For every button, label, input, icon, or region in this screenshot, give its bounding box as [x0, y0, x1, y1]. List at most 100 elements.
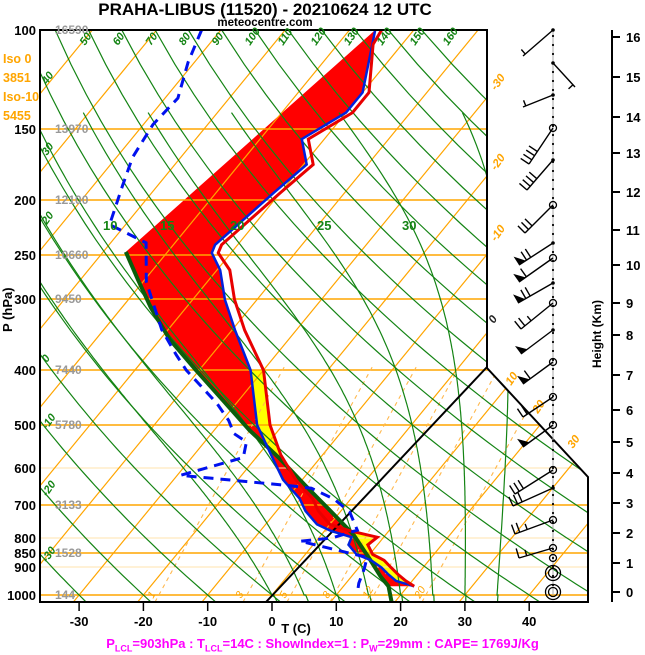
virtual-cape-area: [250, 370, 415, 587]
svg-text:12: 12: [360, 584, 376, 600]
temperature-curve: [216, 30, 416, 588]
svg-text:1528: 1528: [55, 546, 82, 560]
svg-text:11: 11: [626, 223, 640, 238]
svg-text:10: 10: [329, 614, 343, 629]
svg-text:0: 0: [487, 313, 501, 326]
wetbulb-curve: [210, 30, 415, 588]
svg-text:5780: 5780: [55, 418, 82, 432]
svg-text:200: 200: [14, 193, 36, 208]
svg-text:10: 10: [504, 370, 522, 388]
svg-text:20: 20: [412, 584, 429, 601]
svg-text:10: 10: [103, 218, 117, 233]
dry-adiabat-labels: 50 60 70 80 90 100 110 120 130 140 150 1604030200-1…: [39, 25, 461, 565]
svg-text:25: 25: [317, 218, 331, 233]
svg-text:14: 14: [626, 110, 641, 125]
svg-text:Iso 0: Iso 0: [3, 52, 32, 66]
svg-text:700: 700: [14, 498, 36, 513]
svg-text:500: 500: [14, 418, 36, 433]
iso-height-labels: Iso 0 3851 Iso-10 5455: [3, 52, 39, 123]
svg-text:0: 0: [40, 352, 54, 365]
svg-text:1: 1: [626, 556, 633, 571]
geopotential-labels: 16590 13970 12100 10660 9450 7440 5780 3133 1528…: [55, 23, 89, 602]
svg-text:3133: 3133: [55, 498, 82, 512]
svg-text:-20: -20: [489, 152, 509, 173]
svg-text:Iso-10: Iso-10: [3, 90, 39, 104]
svg-text:15: 15: [626, 70, 640, 85]
pressure-axis-label: P (hPa): [0, 287, 15, 332]
watermark-subtitle: meteocentre.com: [217, 17, 313, 29]
svg-text:1000: 1000: [7, 588, 36, 603]
svg-text:250: 250: [14, 248, 36, 263]
temperature-axis: -30 -20 -10 0 10 20 30 40 T (C): [70, 602, 536, 636]
svg-text:13: 13: [626, 146, 640, 161]
svg-text:16590: 16590: [55, 23, 89, 37]
svg-text:70: 70: [144, 30, 161, 48]
temperature-axis-label: T (C): [281, 621, 311, 636]
svg-text:30: 30: [402, 218, 416, 233]
svg-text:8: 8: [320, 589, 333, 600]
svg-text:100: 100: [14, 23, 36, 38]
svg-text:850: 850: [14, 546, 36, 561]
svg-text:90: 90: [210, 30, 227, 48]
svg-text:600: 600: [14, 461, 36, 476]
svg-text:-10: -10: [198, 614, 217, 629]
svg-text:400: 400: [14, 363, 36, 378]
svg-text:20: 20: [39, 209, 57, 227]
dewpoint-curve: [107, 30, 369, 589]
svg-text:0: 0: [268, 614, 275, 629]
svg-text:-20: -20: [40, 478, 59, 499]
indices-footer: PLCL=903hPa : TLCL=14C : ShowIndex=1 : P…: [106, 636, 539, 654]
plot-border: [39, 29, 589, 603]
svg-text:20: 20: [393, 614, 407, 629]
svg-text:40: 40: [522, 614, 536, 629]
svg-text:9450: 9450: [55, 292, 82, 306]
svg-text:3: 3: [626, 496, 633, 511]
cape-area: [125, 30, 415, 587]
height-axis-label: Height (Km): [590, 300, 604, 368]
svg-text:144: 144: [55, 588, 75, 602]
svg-text:12: 12: [626, 185, 640, 200]
svg-text:800: 800: [14, 531, 36, 546]
svg-text:30: 30: [566, 433, 584, 451]
wind-barbs: [508, 28, 576, 601]
svg-text:7440: 7440: [55, 363, 82, 377]
svg-text:-20: -20: [134, 614, 153, 629]
svg-text:16: 16: [626, 30, 640, 45]
svg-text:-30: -30: [489, 72, 509, 93]
page-title: PRAHA-LIBUS (11520) - 20210624 12 UTC: [98, 0, 432, 19]
svg-text:1: 1: [145, 589, 158, 600]
svg-text:60: 60: [111, 30, 128, 48]
svg-text:2: 2: [626, 526, 633, 541]
svg-text:9: 9: [626, 296, 633, 311]
svg-text:12100: 12100: [55, 193, 89, 207]
svg-text:10660: 10660: [55, 248, 89, 262]
mixing-ratio-labels: 1 3 5 8 12 20: [145, 584, 428, 601]
svg-text:4: 4: [626, 466, 634, 481]
svg-text:900: 900: [14, 560, 36, 575]
svg-text:80: 80: [177, 30, 194, 48]
svg-text:40: 40: [39, 69, 57, 87]
svg-text:6: 6: [626, 403, 633, 418]
svg-text:5: 5: [277, 589, 290, 600]
svg-text:13970: 13970: [55, 122, 89, 136]
svg-text:5: 5: [626, 435, 633, 450]
svg-text:7: 7: [626, 368, 633, 383]
moist-adiabat-labels: 10 15 20 25 30: [103, 218, 416, 233]
svg-text:300: 300: [14, 292, 36, 307]
svg-text:5455: 5455: [3, 109, 31, 123]
svg-text:-10: -10: [489, 223, 509, 244]
svg-text:3: 3: [233, 589, 246, 600]
svg-text:-30: -30: [70, 614, 89, 629]
svg-text:8: 8: [626, 328, 633, 343]
svg-text:20: 20: [530, 398, 548, 417]
svg-text:15: 15: [160, 218, 174, 233]
svg-text:0: 0: [626, 585, 633, 600]
svg-text:20: 20: [230, 218, 244, 233]
sounding-curves: [107, 30, 416, 602]
svg-text:3851: 3851: [3, 71, 31, 85]
svg-text:150: 150: [14, 122, 36, 137]
svg-text:30: 30: [458, 614, 472, 629]
